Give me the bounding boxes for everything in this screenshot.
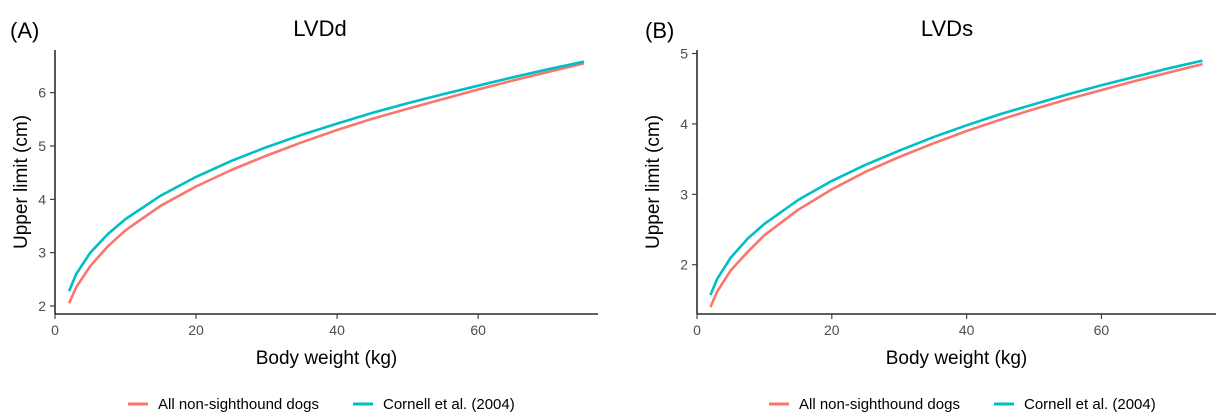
chart-panel-b: (B) LVDs 0 20 40 60 2 3 4 5 Body weight (kg) Upper …: [635, 0, 1223, 417]
x-tick-label: 60: [470, 322, 486, 338]
x-axis-title: Body weight (kg): [256, 348, 398, 369]
chart-title: LVDd: [293, 16, 346, 41]
y-tick-label: 3: [38, 245, 46, 261]
y-tick-label: 3: [680, 186, 688, 202]
x-tick-label: 60: [1094, 322, 1110, 338]
x-tick-label: 40: [329, 322, 345, 338]
x-axis-title: Body weight (kg): [886, 348, 1028, 369]
y-tick-label: 4: [680, 116, 688, 132]
y-tick-label: 2: [38, 298, 46, 314]
y-tick-label: 5: [38, 138, 46, 154]
legend-label-cornell: Cornell et al. (2004): [1024, 396, 1156, 413]
series-line-non-sighthound: [711, 64, 1203, 307]
series-line-cornell: [711, 61, 1203, 295]
chart-title: LVDs: [921, 16, 973, 41]
series-line-non-sighthound: [69, 63, 584, 303]
panel-label: (B): [645, 18, 674, 43]
y-tick-label: 5: [680, 46, 688, 62]
legend-label-non-sighthound: All non-sighthound dogs: [799, 396, 960, 413]
x-tick-label: 20: [188, 322, 204, 338]
y-tick-label: 4: [38, 191, 46, 207]
y-tick-label: 2: [680, 257, 688, 273]
x-tick-label: 40: [959, 322, 975, 338]
x-tick-label: 0: [51, 322, 59, 338]
chart-a: (A) LVDd 0 20 40 60 2 3 4 5 6 Body weight (kg) Upper…: [0, 0, 612, 417]
x-tick-label: 20: [824, 322, 840, 338]
legend-label-non-sighthound: All non-sighthound dogs: [158, 396, 319, 413]
y-axis-title: Upper limit (cm): [11, 115, 32, 249]
chart-b: (B) LVDs 0 20 40 60 2 3 4 5 Body weight (kg) Upper …: [635, 0, 1223, 417]
y-tick-label: 6: [38, 85, 46, 101]
x-tick-label: 0: [693, 322, 701, 338]
y-axis-title: Upper limit (cm): [643, 115, 664, 249]
panel-label: (A): [10, 18, 39, 43]
chart-panel-a: (A) LVDd 0 20 40 60 2 3 4 5 6 Body weight (kg) Upper…: [0, 0, 612, 417]
legend-label-cornell: Cornell et al. (2004): [383, 396, 515, 413]
series-line-cornell: [69, 62, 584, 291]
